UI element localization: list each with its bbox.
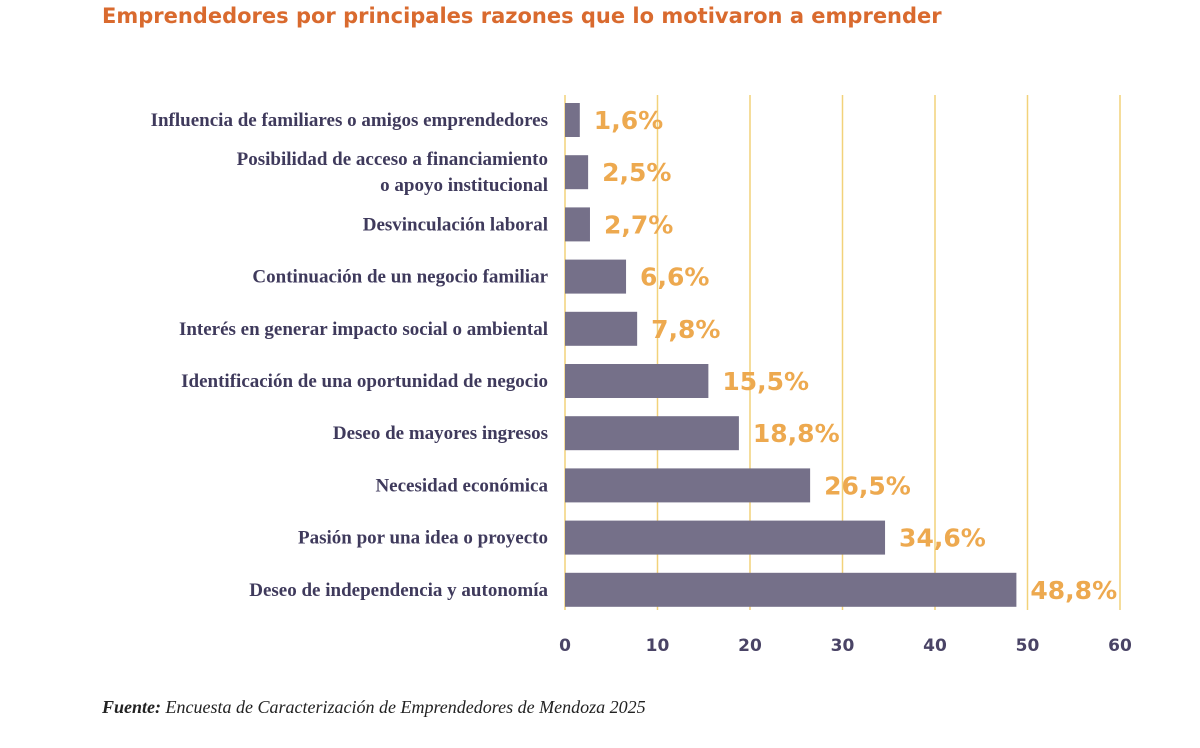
- chart-title: Emprendedores por principales razones qu…: [102, 4, 942, 28]
- value-label: 2,5%: [602, 158, 671, 187]
- value-label: 2,7%: [604, 210, 673, 239]
- category-label: Interés en generar impacto social o ambi…: [179, 319, 548, 340]
- bar: [565, 416, 739, 451]
- x-tick-label: 30: [831, 636, 855, 656]
- source-text: Encuesta de Caracterización de Emprended…: [165, 697, 646, 717]
- bar: [565, 364, 709, 398]
- bar: [565, 572, 1017, 607]
- category-label: Desvinculación laboral: [363, 214, 548, 235]
- bar: [565, 207, 590, 242]
- category-label: Posibilidad de acceso a financiamiento: [237, 149, 548, 170]
- bar: [565, 468, 811, 503]
- category-label: o apoyo institucional: [380, 175, 548, 196]
- value-label: 7,8%: [651, 315, 720, 344]
- source-note: Fuente: Encuesta de Caracterización de E…: [102, 697, 646, 718]
- value-label: 48,8%: [1030, 576, 1117, 605]
- category-labels: Influencia de familiares o amigos empren…: [151, 110, 549, 601]
- category-label: Identificación de una oportunidad de neg…: [181, 371, 548, 392]
- category-label: Necesidad económica: [375, 475, 548, 496]
- x-tick-label: 60: [1108, 636, 1132, 656]
- x-tick-label: 50: [1016, 636, 1040, 656]
- value-label: 26,5%: [824, 471, 911, 500]
- value-label: 1,6%: [594, 106, 663, 135]
- x-axis-ticks: 0 10 20 30 40 50 60: [559, 636, 1132, 656]
- x-tick-label: 0: [559, 636, 571, 656]
- bar-chart: Influencia de familiares o amigos empren…: [151, 95, 1132, 656]
- value-label: 15,5%: [722, 367, 809, 396]
- bar: [565, 155, 589, 190]
- bar: [565, 311, 638, 346]
- category-label: Deseo de independencia y autonomía: [249, 580, 548, 601]
- bars: [565, 103, 1017, 607]
- category-label: Deseo de mayores ingresos: [333, 423, 548, 444]
- category-label: Influencia de familiares o amigos empren…: [151, 110, 548, 131]
- source-label: Fuente:: [102, 697, 162, 717]
- value-label: 6,6%: [640, 263, 709, 292]
- value-label: 34,6%: [899, 524, 986, 553]
- x-tick-label: 10: [646, 636, 670, 656]
- category-label: Pasión por una idea o proyecto: [298, 528, 548, 549]
- bar: [565, 520, 886, 555]
- bar: [565, 103, 580, 137]
- category-label: Continuación de un negocio familiar: [252, 267, 548, 288]
- x-tick-label: 20: [738, 636, 762, 656]
- value-label: 18,8%: [753, 419, 840, 448]
- bar: [565, 259, 627, 294]
- value-labels: 1,6% 2,5% 2,7% 6,6% 7,8%15,5% 18,8% 26,5% 34,6%…: [594, 106, 1117, 605]
- x-tick-label: 40: [923, 636, 947, 656]
